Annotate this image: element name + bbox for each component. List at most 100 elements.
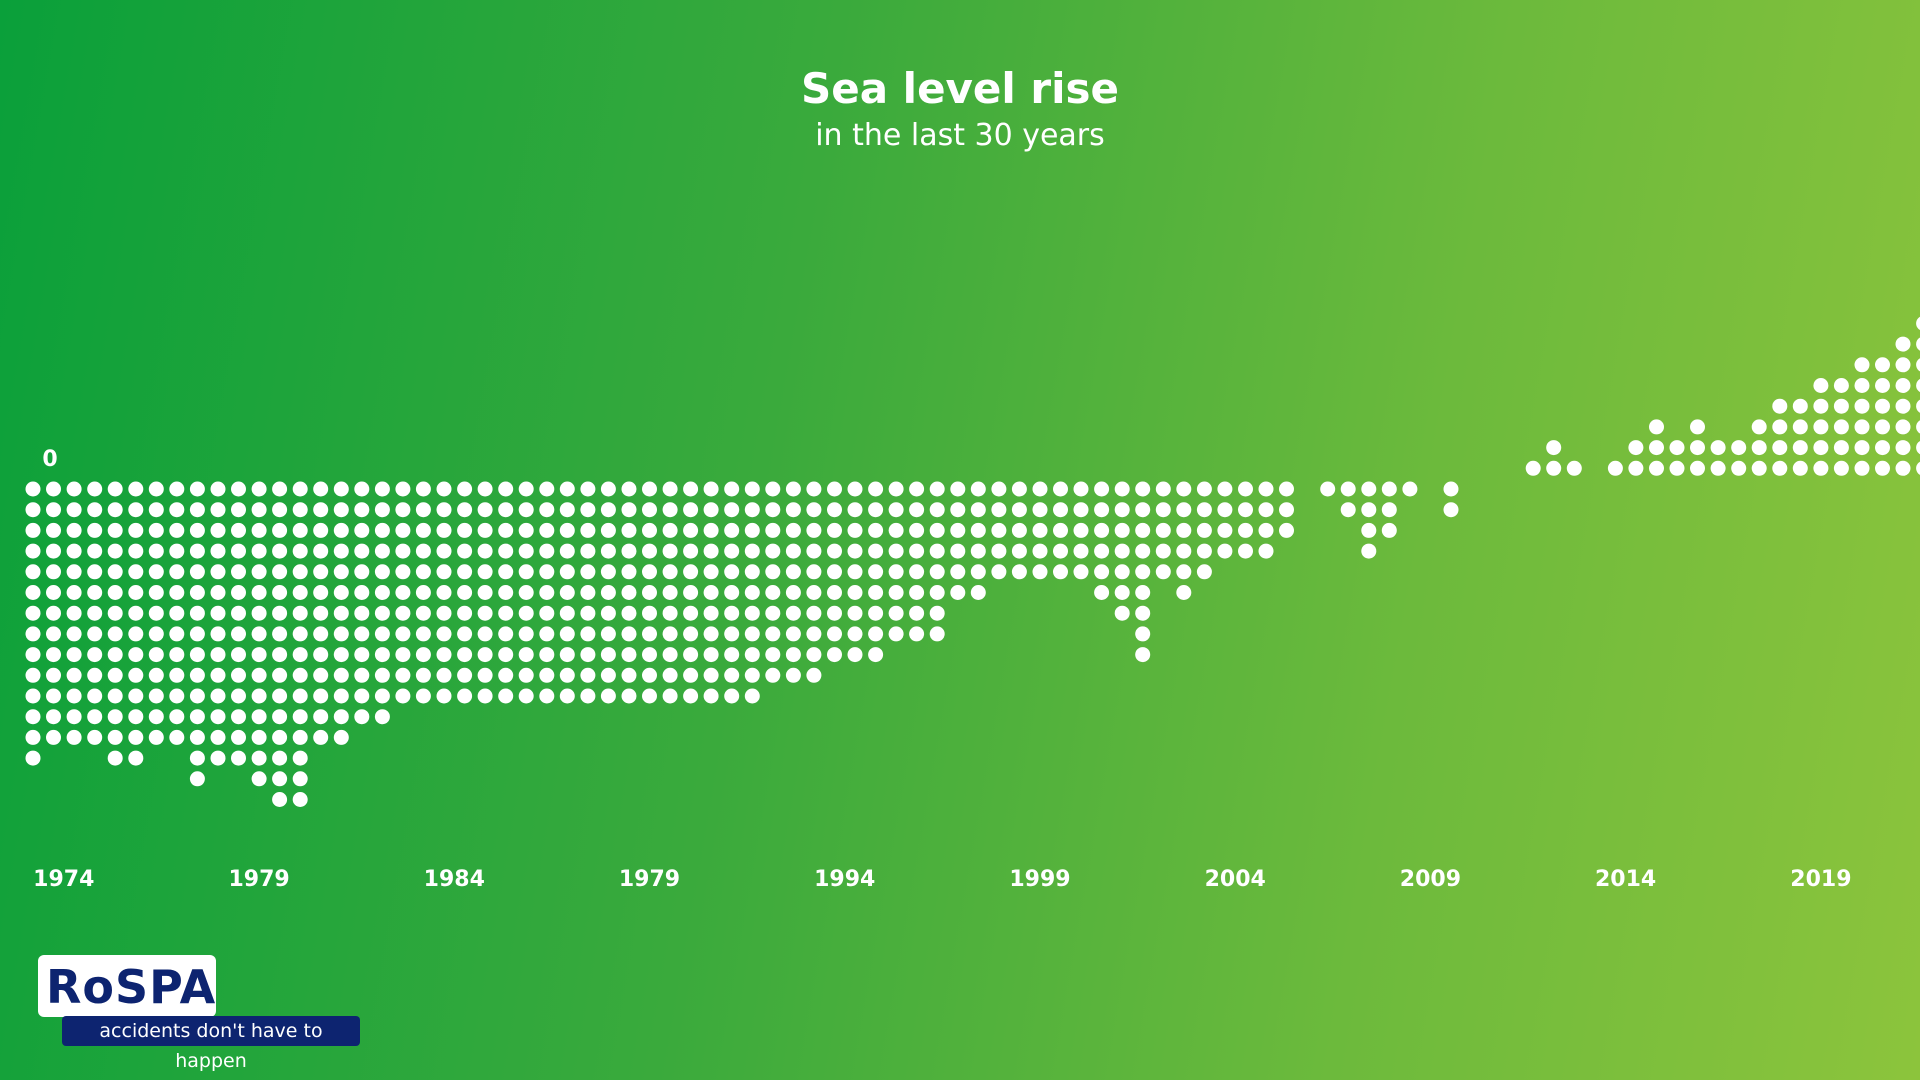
data-dot — [724, 647, 740, 663]
data-dot — [66, 667, 82, 683]
data-dot — [991, 502, 1007, 518]
data-dot — [210, 522, 226, 538]
data-dot — [189, 771, 205, 787]
data-dot — [498, 522, 514, 538]
data-dot — [806, 626, 822, 642]
data-dot — [46, 709, 61, 725]
data-dot — [580, 543, 596, 559]
data-dot — [518, 688, 534, 704]
data-dot — [477, 502, 493, 518]
data-dot — [518, 626, 534, 642]
data-dot — [683, 626, 699, 642]
data-dot — [87, 667, 103, 683]
data-dot — [1895, 336, 1911, 352]
data-dot — [189, 502, 205, 518]
data-dot — [662, 647, 678, 663]
data-dot — [1073, 522, 1089, 538]
data-dot — [333, 667, 349, 683]
data-dot — [374, 522, 390, 538]
data-dot — [251, 605, 267, 621]
data-dot — [292, 750, 308, 766]
data-dot — [847, 564, 863, 580]
data-dot — [374, 585, 390, 600]
data-dot — [1340, 502, 1356, 518]
data-dot — [292, 667, 308, 683]
data-dot — [189, 709, 205, 725]
data-dot — [559, 605, 575, 621]
data-dot — [765, 522, 781, 538]
rospa-tagline: accidents don't have to happen — [62, 1016, 360, 1072]
data-dot — [292, 792, 308, 807]
data-dot — [580, 502, 596, 518]
data-dot — [703, 502, 719, 518]
data-dot — [251, 502, 267, 518]
data-dot — [580, 626, 596, 642]
data-dot — [1772, 398, 1788, 414]
data-dot — [744, 667, 760, 683]
data-dot — [683, 605, 699, 621]
data-dot — [457, 626, 473, 642]
data-dot — [662, 481, 678, 497]
data-dot — [868, 626, 884, 642]
data-dot — [457, 522, 473, 538]
data-dot — [46, 502, 61, 518]
data-dot — [621, 543, 637, 559]
data-dot — [1011, 481, 1027, 497]
data-dot — [1916, 420, 1920, 434]
data-dot — [827, 647, 842, 663]
data-dot — [785, 585, 801, 600]
data-dot — [1361, 481, 1377, 497]
data-dot — [539, 502, 555, 518]
data-dot — [662, 626, 678, 642]
data-dot — [457, 647, 473, 663]
data-dot — [374, 688, 390, 704]
data-dot — [909, 481, 925, 497]
data-dot — [1525, 460, 1541, 476]
data-dot — [785, 564, 801, 580]
data-dot — [477, 667, 493, 683]
data-dot — [374, 605, 390, 621]
data-dot — [1053, 564, 1068, 580]
data-dot — [1546, 460, 1562, 476]
data-dot — [25, 605, 41, 621]
data-dot — [950, 481, 966, 497]
data-dot — [847, 481, 863, 497]
data-dot — [642, 481, 657, 497]
data-dot — [1340, 481, 1356, 497]
data-dot — [970, 481, 986, 497]
data-dot — [498, 605, 514, 621]
data-dot — [991, 481, 1007, 497]
data-dot — [888, 626, 904, 642]
data-dot — [333, 729, 349, 745]
data-dot — [724, 564, 740, 580]
data-dot — [354, 543, 370, 559]
data-dot — [580, 585, 596, 600]
data-dot — [580, 522, 596, 538]
data-dot — [1649, 460, 1664, 476]
data-dot — [703, 688, 719, 704]
data-dot — [847, 647, 863, 663]
data-dot — [210, 481, 226, 497]
data-dot — [1772, 460, 1788, 476]
data-dot — [950, 502, 966, 518]
data-dot — [703, 564, 719, 580]
data-dot — [642, 667, 657, 683]
data-dot — [621, 502, 637, 518]
data-dot — [559, 647, 575, 663]
data-dot — [806, 522, 822, 538]
data-dot — [1895, 460, 1911, 476]
data-dot — [1813, 398, 1829, 414]
data-dot — [148, 502, 164, 518]
data-dot — [231, 481, 246, 497]
data-dot — [107, 585, 123, 600]
data-dot — [909, 626, 925, 642]
data-dot — [498, 481, 514, 497]
data-dot — [477, 585, 493, 600]
x-tick-label: 1984 — [424, 867, 485, 892]
data-dot — [477, 605, 493, 621]
data-dot — [1238, 502, 1253, 518]
data-dot — [272, 502, 288, 518]
data-dot — [313, 522, 329, 538]
data-dot — [415, 605, 431, 621]
data-dot — [148, 647, 164, 663]
